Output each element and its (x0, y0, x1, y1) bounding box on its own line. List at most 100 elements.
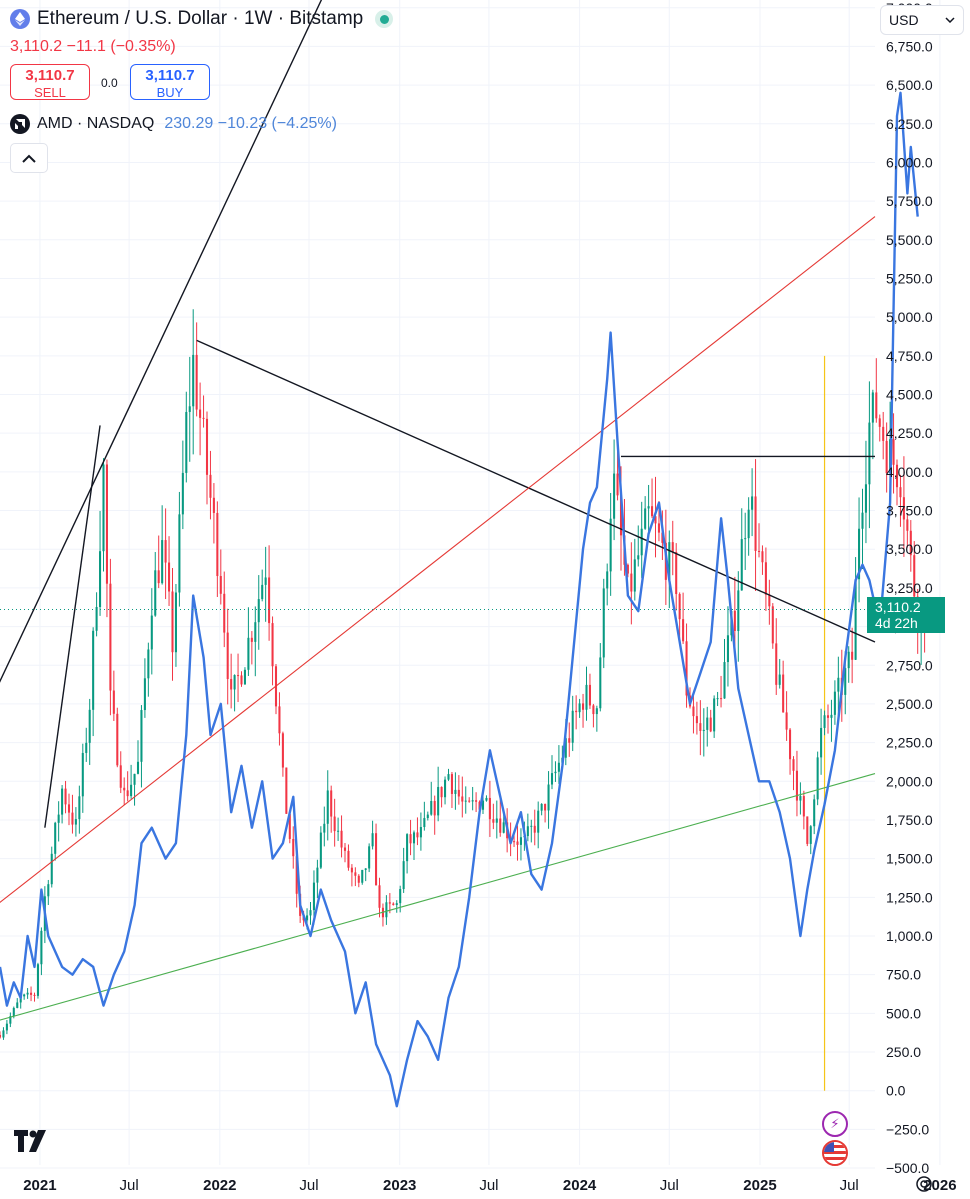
candle-body (16, 1002, 19, 1008)
candle-body (657, 523, 660, 533)
candle-body (406, 834, 409, 862)
x-tick-label: Jul (840, 1177, 859, 1194)
candle-body (85, 742, 88, 753)
collapse-legend-button[interactable] (10, 143, 48, 173)
candle-body (519, 837, 522, 845)
candle-body (0, 1035, 2, 1038)
candle-body (295, 856, 298, 894)
candle-body (833, 691, 836, 715)
candle-body (247, 637, 250, 670)
candle-body (557, 762, 560, 772)
candle-body (716, 698, 719, 700)
y-tick-label: 6,750.0 (886, 38, 933, 54)
candle-body (906, 519, 909, 531)
candle-body (26, 992, 29, 995)
currency-value: USD (889, 12, 919, 28)
candle-body (9, 1016, 12, 1024)
candle-body (343, 847, 347, 851)
candle-body (392, 903, 395, 905)
y-tick-label: 1,250.0 (886, 889, 933, 905)
candle-body (223, 593, 226, 633)
y-tick-label: 1,500.0 (886, 851, 933, 867)
sell-button[interactable]: 3,110.7 SELL (10, 64, 90, 100)
candle-body (426, 814, 429, 819)
candle-body (554, 771, 557, 774)
candle-body (171, 591, 174, 653)
candle-body (188, 406, 191, 412)
candle-body (371, 833, 374, 847)
buy-button[interactable]: 3,110.7 BUY (130, 64, 210, 100)
candle-body (385, 902, 388, 918)
candle-body (661, 532, 664, 543)
candle-body (185, 411, 188, 473)
lightning-icon[interactable]: ⚡ (822, 1111, 848, 1137)
currency-select[interactable]: USD (880, 5, 964, 35)
trendline-red (0, 216, 876, 904)
candle-body (495, 818, 498, 823)
candle-body (882, 426, 885, 441)
compare-legend[interactable]: AMD · NASDAQ 230.29 −10.23 (−4.25%) (10, 114, 337, 134)
candle-body (599, 657, 602, 709)
candle-body (205, 418, 209, 475)
candle-body (316, 867, 319, 883)
candle-body (140, 710, 143, 762)
candle-body (254, 622, 257, 642)
candle-body (651, 506, 654, 517)
candle-body (71, 812, 74, 825)
candle-body (909, 530, 912, 556)
candle-body (695, 716, 698, 724)
candle-body (647, 506, 650, 509)
candle-body (861, 512, 864, 529)
tradingview-logo[interactable] (14, 1130, 50, 1158)
candle-body (212, 497, 215, 513)
candle-body (57, 814, 60, 823)
candle-body (626, 564, 629, 574)
candle-body (326, 790, 329, 824)
candle-body (526, 826, 529, 837)
candle-body (309, 910, 312, 916)
us-flag-icon[interactable] (822, 1140, 848, 1166)
candle-body (537, 810, 540, 833)
candle-body (257, 599, 260, 623)
candle-body (499, 818, 502, 833)
candle-body (682, 619, 685, 642)
y-tick-label: 1,750.0 (886, 812, 933, 828)
candle-body (754, 496, 757, 551)
candle-body (585, 684, 588, 710)
settings-gear-icon[interactable] (913, 1173, 935, 1195)
symbol-header[interactable]: Ethereum / U.S. Dollar · 1W · Bitstamp (10, 8, 394, 30)
candle-body (533, 825, 536, 833)
candle-body (23, 994, 26, 997)
candle-body (885, 440, 888, 474)
candle-body (402, 861, 405, 890)
candle-body (306, 915, 309, 921)
candle-body (899, 487, 902, 498)
candle-body (740, 539, 743, 591)
chart-grid (0, 0, 941, 1169)
y-tick-label: 0.0 (886, 1083, 906, 1099)
time-axis[interactable]: 2021 Jul 2022 Jul 2023 Jul 2024 Jul 2025 Jul 2026 (23, 1177, 956, 1194)
candle-body (361, 869, 364, 883)
candle-body (333, 816, 336, 832)
candle-body (105, 464, 108, 584)
y-tick-label: 5,750.0 (886, 193, 933, 209)
candle-body (99, 551, 102, 608)
candle-body (133, 773, 136, 785)
candle-body (264, 577, 267, 585)
candle-body (868, 422, 871, 485)
candle-body (340, 830, 343, 848)
x-tick-label: 2024 (563, 1177, 597, 1194)
candle-body (268, 577, 271, 624)
candle-body (771, 606, 774, 644)
candle-body (412, 832, 416, 844)
candle-body (616, 473, 619, 496)
y-tick-label: 2,750.0 (886, 657, 933, 673)
y-tick-label: 3,750.0 (886, 503, 933, 519)
candle-body (723, 662, 726, 699)
candle-body (633, 559, 636, 592)
candle-body (430, 800, 433, 815)
candle-body (802, 796, 805, 817)
chevron-down-icon (945, 17, 955, 23)
market-status-icon[interactable] (375, 10, 394, 28)
